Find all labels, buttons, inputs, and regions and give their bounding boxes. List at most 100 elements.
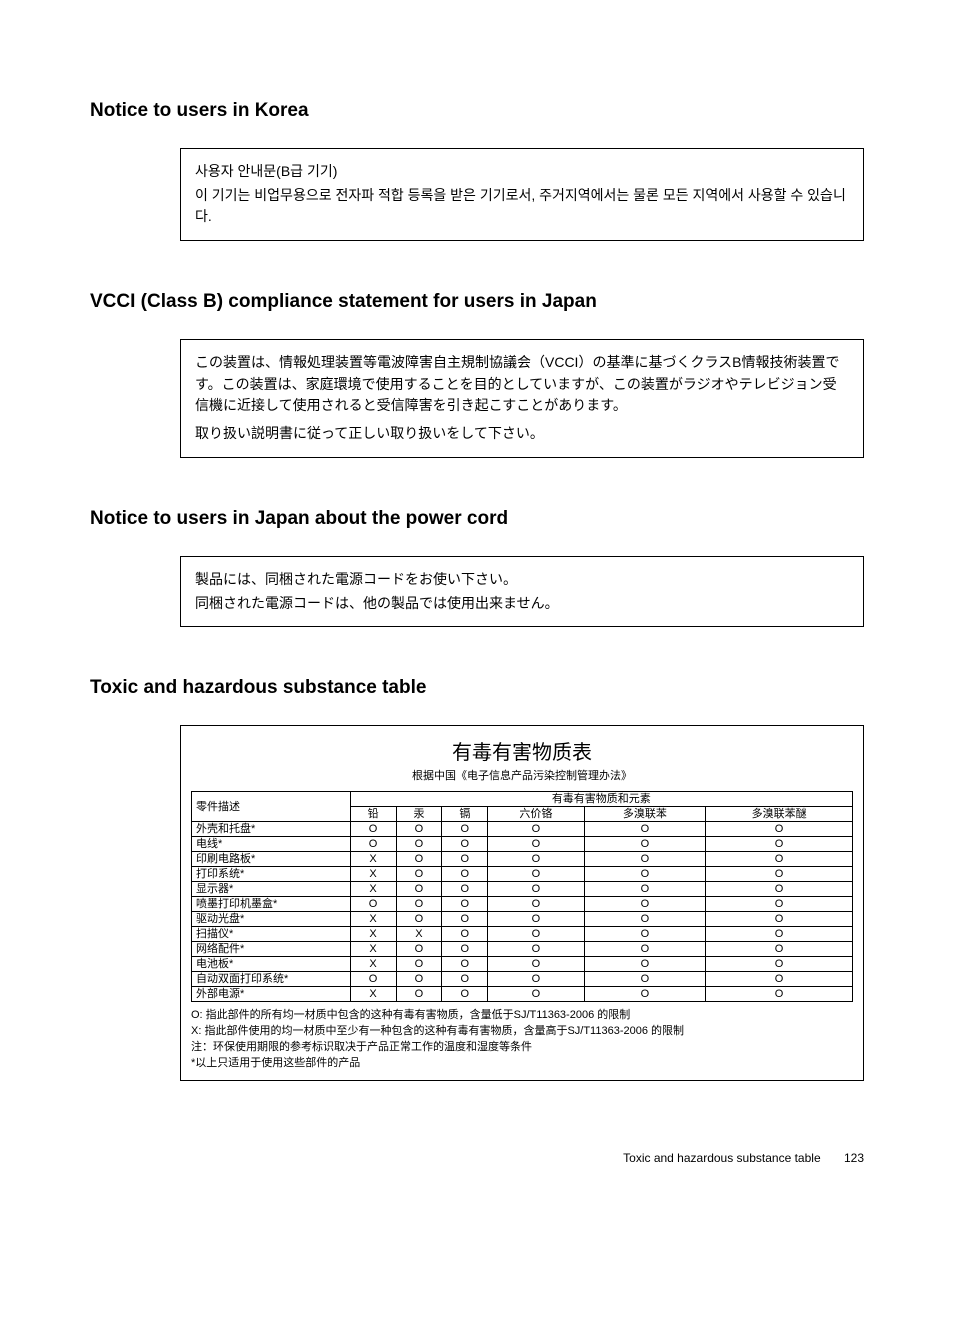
table-row: 驱动光盘*XOOOOO (192, 912, 853, 927)
row-value: O (584, 912, 706, 927)
row-value: O (706, 912, 853, 927)
table-row: 显示器*XOOOOO (192, 882, 853, 897)
row-name: 喷墨打印机墨盒* (192, 897, 351, 912)
korea-line1: 사용자 안내문(B급 기기) (195, 161, 849, 183)
row-value: O (396, 897, 442, 912)
col-header: 铅 (350, 807, 396, 822)
row-value: O (706, 867, 853, 882)
col-header-desc: 零件描述 (192, 792, 351, 822)
row-value: O (442, 837, 488, 852)
row-value: O (488, 852, 584, 867)
toxic-table-box: 有毒有害物质表 根据中国《电子信息产品污染控制管理办法》 零件描述 有毒有害物质… (180, 725, 864, 1081)
col-header: 镉 (442, 807, 488, 822)
row-value: O (706, 897, 853, 912)
row-value: O (706, 987, 853, 1002)
col-header: 六价铬 (488, 807, 584, 822)
note-x: X: 指此部件使用的均一材质中至少有一种包含的这种有毒有害物质，含量高于SJ/T… (191, 1024, 853, 1040)
row-value: X (350, 957, 396, 972)
japan-cord-line2: 同梱された電源コードは、他の製品では使用出来ません。 (195, 593, 849, 615)
note-o: O: 指此部件的所有均一材质中包含的这种有毒有害物质，含量低于SJ/T11363… (191, 1008, 853, 1024)
row-value: O (584, 972, 706, 987)
table-row: 印刷电路板*XOOOOO (192, 852, 853, 867)
row-value: O (584, 837, 706, 852)
table-row: 自动双面打印系统*OOOOOO (192, 972, 853, 987)
col-header-group: 有毒有害物质和元素 (350, 792, 852, 807)
row-value: O (488, 972, 584, 987)
row-value: O (488, 837, 584, 852)
row-value: O (396, 942, 442, 957)
row-name: 外壳和托盘* (192, 822, 351, 837)
row-value: O (706, 957, 853, 972)
row-value: O (488, 927, 584, 942)
note-star: *以上只适用于使用这些部件的产品 (191, 1056, 853, 1072)
row-value: O (396, 957, 442, 972)
row-value: O (396, 882, 442, 897)
row-value: O (396, 867, 442, 882)
row-value: O (442, 957, 488, 972)
table-row: 喷墨打印机墨盒*OOOOOO (192, 897, 853, 912)
row-value: O (442, 972, 488, 987)
section-title-vcci: VCCI (Class B) compliance statement for … (90, 291, 864, 313)
col-header: 多溴联苯醚 (706, 807, 853, 822)
row-value: O (706, 882, 853, 897)
row-value: O (442, 882, 488, 897)
page-footer: Toxic and hazardous substance table 123 (90, 1151, 864, 1165)
korea-line2: 이 기기는 비업무용으로 전자파 적합 등록을 받은 기기로서, 주거지역에서는… (195, 185, 849, 228)
row-name: 显示器* (192, 882, 351, 897)
table-row: 外壳和托盘*OOOOOO (192, 822, 853, 837)
row-value: O (584, 987, 706, 1002)
row-name: 驱动光盘* (192, 912, 351, 927)
row-value: O (442, 897, 488, 912)
row-value: X (350, 912, 396, 927)
row-value: X (350, 987, 396, 1002)
row-value: O (350, 837, 396, 852)
col-header: 汞 (396, 807, 442, 822)
row-value: O (488, 912, 584, 927)
footer-label: Toxic and hazardous substance table (623, 1151, 820, 1165)
toxic-table-notes: O: 指此部件的所有均一材质中包含的这种有毒有害物质，含量低于SJ/T11363… (191, 1008, 853, 1072)
row-value: O (488, 822, 584, 837)
row-value: O (584, 897, 706, 912)
japan-cord-line1: 製品には、同梱された電源コードをお使い下さい。 (195, 569, 849, 591)
row-name: 外部电源* (192, 987, 351, 1002)
row-value: O (706, 927, 853, 942)
row-value: O (584, 927, 706, 942)
section-title-japan-cord: Notice to users in Japan about the power… (90, 508, 864, 530)
row-name: 自动双面打印系统* (192, 972, 351, 987)
row-value: O (396, 987, 442, 1002)
row-name: 打印系统* (192, 867, 351, 882)
row-value: O (350, 972, 396, 987)
section-title-korea: Notice to users in Korea (90, 100, 864, 122)
row-value: O (442, 912, 488, 927)
col-header: 多溴联苯 (584, 807, 706, 822)
row-value: O (584, 957, 706, 972)
row-value: O (584, 852, 706, 867)
row-value: O (442, 987, 488, 1002)
row-value: X (350, 867, 396, 882)
row-value: O (442, 942, 488, 957)
row-value: O (706, 972, 853, 987)
row-value: O (442, 867, 488, 882)
footer-page-number: 123 (844, 1151, 864, 1165)
row-value: O (706, 837, 853, 852)
section-title-toxic: Toxic and hazardous substance table (90, 677, 864, 699)
table-row: 电线*OOOOOO (192, 837, 853, 852)
row-value: O (442, 822, 488, 837)
row-name: 扫描仪* (192, 927, 351, 942)
table-row: 扫描仪*XXOOOO (192, 927, 853, 942)
row-name: 印刷电路板* (192, 852, 351, 867)
vcci-para1: この装置は、情報処理装置等電波障害自主規制協議会（VCCI）の基準に基づくクラス… (195, 352, 849, 417)
row-value: O (584, 882, 706, 897)
toxic-table-title: 有毒有害物质表 (191, 736, 853, 765)
row-name: 电池板* (192, 957, 351, 972)
row-value: O (488, 897, 584, 912)
row-value: O (488, 987, 584, 1002)
row-value: X (396, 927, 442, 942)
note-ref: 注：环保使用期限的参考标识取决于产品正常工作的温度和湿度等条件 (191, 1040, 853, 1056)
row-value: O (442, 852, 488, 867)
table-row: 电池板*XOOOOO (192, 957, 853, 972)
row-value: O (488, 867, 584, 882)
row-value: O (396, 972, 442, 987)
notice-box-vcci: この装置は、情報処理装置等電波障害自主規制協議会（VCCI）の基準に基づくクラス… (180, 339, 864, 458)
row-value: O (396, 852, 442, 867)
